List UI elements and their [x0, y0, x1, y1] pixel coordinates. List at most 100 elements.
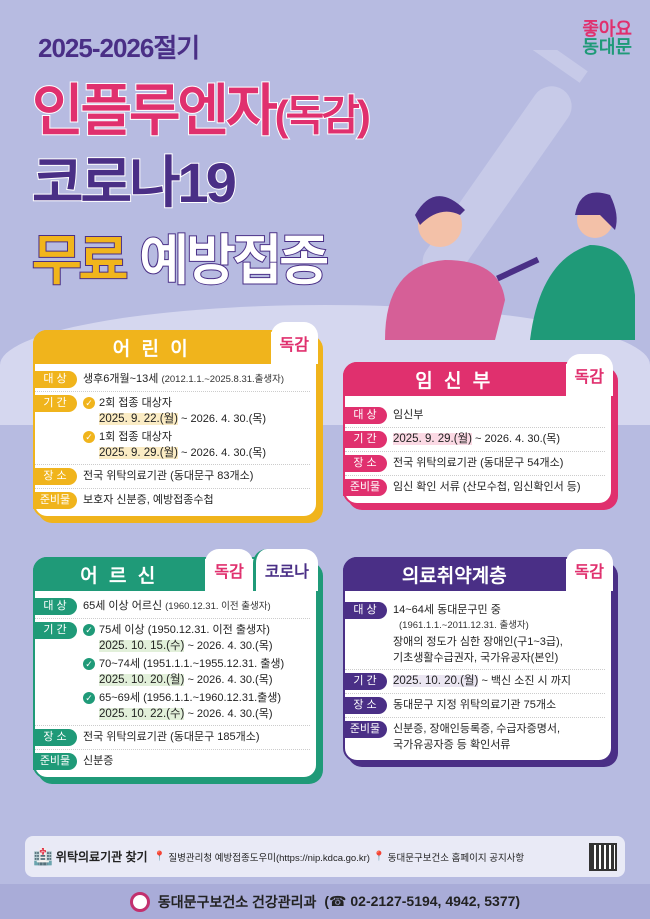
- period-row: 기 간 2025. 10. 20.(월) ~ 백신 소진 시 까지: [343, 670, 605, 694]
- title-free-vaccination: 무료 예방접종: [31, 230, 330, 291]
- period-row: 기 간 ✓ 75세 이상 (1950.12.31. 이전 출생자) 2025. 1…: [33, 619, 310, 726]
- health-center-link[interactable]: 동대문구보건소 홈페이지 공지사항: [387, 852, 525, 864]
- prep-text: 임신 확인 서류 (산모수첩, 임신확인서 등): [393, 481, 581, 493]
- target-note: (2012.1.1.~2025.8.31.출생자): [161, 374, 285, 385]
- row-label: 준비물: [343, 479, 387, 496]
- row-label: 대 상: [33, 371, 77, 388]
- check-icon: ✓: [83, 431, 95, 443]
- place-text: 전국 위탁의료기관 (동대문구 83개소): [83, 470, 254, 482]
- target-text: 임신부: [393, 409, 424, 421]
- period-end: ~ 2026. 4. 30.(목): [472, 433, 561, 445]
- prep-text: 신분증: [83, 755, 114, 767]
- qr-code[interactable]: [589, 842, 617, 871]
- row-label: 장 소: [343, 455, 387, 472]
- target-row: 대 상 생후6개월~13세 (2012.1.1.~2025.8.31.출생자): [33, 368, 310, 392]
- target-line: 장애의 정도가 심한 장애인(구1~3급),: [393, 636, 563, 648]
- period-start: 2025. 9. 29.(월): [393, 433, 472, 445]
- prep-row: 준비물 신분증, 장애인등록증, 수급자증명서, 국가유공자증 등 확인서류: [343, 718, 605, 756]
- season-title: 2025-2026절기: [38, 33, 200, 63]
- period-end: ~ 백신 소진 시 까지: [478, 675, 571, 687]
- period-start: 2025. 9. 22.(월): [99, 413, 178, 425]
- period-start: 2025. 10. 20.(월): [393, 675, 479, 687]
- prep-row: 준비물 보호자 신분증, 예방접종수첩: [33, 489, 310, 512]
- row-label: 기 간: [343, 673, 387, 690]
- health-center-emblem-icon: [129, 891, 150, 912]
- card-title: 임 신 부: [343, 362, 566, 396]
- flu-tag: 독감: [565, 354, 613, 396]
- row-label: 대 상: [343, 407, 387, 424]
- period-group: 65~69세 (1956.1.1.~1960.12.31.출생): [99, 692, 282, 704]
- period-start: 2025. 9. 29.(월): [99, 447, 178, 459]
- period-group: 75세 이상 (1950.12.31. 이전 출생자): [99, 624, 270, 636]
- find-clinic-title: 위탁의료기관 찾기: [55, 850, 148, 864]
- vaccination-illustration: [385, 50, 635, 340]
- row-label: 장 소: [343, 697, 387, 714]
- vaccination-text: 예방접종: [138, 230, 330, 291]
- footer-org: 동대문구보건소 건강관리과: [157, 893, 317, 910]
- period-start: 2025. 10. 20.(월): [99, 674, 185, 686]
- target-line: (1961.1.1.~2011.12.31. 출생자): [399, 620, 529, 631]
- vulnerable-card: 의료취약계층 독감 대 상 14~64세 동대문구민 중 (1961.1.1.~2…: [343, 549, 613, 762]
- row-label: 대 상: [343, 602, 387, 619]
- elderly-card: 어 르 신 독감 코로나 대 상 65세 이상 어르신 (1960.12.31. 이전…: [33, 549, 318, 779]
- row-label: 준비물: [343, 721, 387, 738]
- location-pin-icon: 📍: [153, 851, 166, 862]
- footer: 동대문구보건소 건강관리과 (☎ 02-2127-5194, 4942, 537…: [0, 884, 650, 919]
- flu-paren-text: (독감): [274, 91, 372, 139]
- row-label: 기 간: [33, 622, 77, 639]
- row-label: 준비물: [33, 492, 77, 509]
- period-row: 기 간 ✓ 2회 접종 대상자 2025. 9. 22.(월) ~ 2026. 4…: [33, 392, 310, 465]
- check-icon: ✓: [83, 692, 95, 704]
- period-row: 기 간 2025. 9. 29.(월) ~ 2026. 4. 30.(목): [343, 428, 605, 452]
- target-row: 대 상 65세 이상 어르신 (1960.12.31. 이전 출생자): [33, 595, 310, 619]
- flu-tag: 독감: [205, 549, 253, 591]
- logo-top: 좋아요: [582, 19, 632, 39]
- check-icon: ✓: [83, 397, 95, 409]
- footer-phone: (☎ 02-2127-5194, 4942, 5377): [324, 893, 521, 909]
- find-clinic-bar: 🏥 위탁의료기관 찾기 📍 질병관리청 예방접종도우미(https://nip.k…: [25, 836, 625, 877]
- prep-row: 준비물 신분증: [33, 750, 310, 773]
- card-title: 의료취약계층: [343, 557, 566, 591]
- check-icon: ✓: [83, 658, 95, 670]
- check-icon: ✓: [83, 624, 95, 636]
- prep-row: 준비물 임신 확인 서류 (산모수첩, 임신확인서 등): [343, 476, 605, 499]
- period-start: 2025. 10. 22.(수): [99, 708, 185, 720]
- row-label: 장 소: [33, 729, 77, 746]
- period-group: 1회 접종 대상자: [99, 431, 172, 443]
- title-covid: 코로나19: [31, 151, 238, 214]
- row-label: 준비물: [33, 753, 77, 770]
- covid-tag: 코로나: [252, 549, 318, 591]
- kdca-link[interactable]: 질병관리청 예방접종도우미(https://nip.kdca.go.kr): [168, 852, 370, 864]
- free-text: 무료: [31, 230, 129, 291]
- target-line: 14~64세 동대문구민 중: [393, 604, 501, 616]
- target-text: 생후6개월~13세: [83, 373, 159, 385]
- prep-text: 보호자 신분증, 예방접종수첩: [83, 494, 214, 506]
- dongdaemun-logo: 좋아요 동대문: [582, 20, 632, 56]
- row-label: 기 간: [343, 431, 387, 448]
- row-label: 장 소: [33, 468, 77, 485]
- flu-tag: 독감: [565, 549, 613, 591]
- target-line: 기초생활수급권자, 국가유공자(본인): [393, 652, 559, 664]
- card-title: 어 르 신: [33, 557, 206, 591]
- target-note: (1960.12.31. 이전 출생자): [165, 601, 271, 612]
- row-label: 기 간: [33, 395, 77, 412]
- period-end: ~ 2026. 4. 30.(목): [178, 413, 267, 425]
- row-label: 대 상: [33, 598, 77, 615]
- title-influenza: 인플루엔자(독감): [31, 79, 372, 143]
- card-title: 어 린 이: [33, 330, 271, 364]
- target-text: 65세 이상 어르신: [83, 600, 163, 612]
- period-end: ~ 2026. 4. 30.(목): [184, 708, 273, 720]
- target-row: 대 상 임신부: [343, 404, 605, 428]
- prep-line: 신분증, 장애인등록증, 수급자증명서,: [393, 723, 561, 735]
- hospital-icon: 🏥: [33, 848, 53, 866]
- period-start: 2025. 10. 15.(수): [99, 640, 185, 652]
- location-pin-icon: 📍: [372, 851, 385, 862]
- place-text: 전국 위탁의료기관 (동대문구 54개소): [393, 457, 564, 469]
- logo-bottom: 동대문: [582, 37, 632, 57]
- period-group: 70~74세 (1951.1.1.~1955.12.31. 출생): [99, 658, 285, 670]
- place-text: 전국 위탁의료기관 (동대문구 185개소): [83, 731, 260, 743]
- period-end: ~ 2026. 4. 30.(목): [178, 447, 267, 459]
- flu-tag: 독감: [270, 322, 318, 364]
- target-row: 대 상 14~64세 동대문구민 중 (1961.1.1.~2011.12.31…: [343, 599, 605, 670]
- place-row: 장 소 전국 위탁의료기관 (동대문구 54개소): [343, 452, 605, 476]
